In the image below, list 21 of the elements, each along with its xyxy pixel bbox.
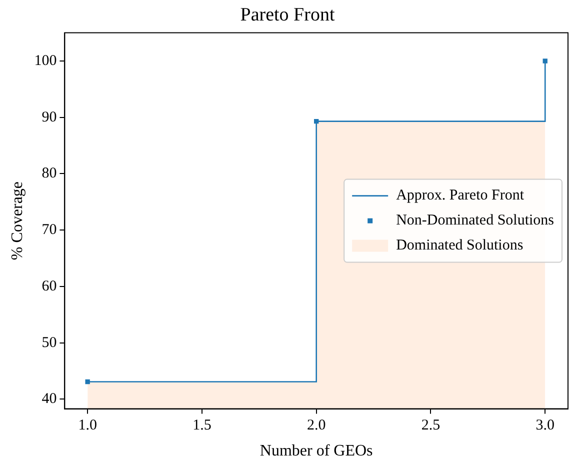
x-axis-title: Number of GEOs <box>260 442 373 460</box>
y-tick-label: 90 <box>42 109 57 126</box>
point <box>542 58 548 64</box>
y-axis-title: % Coverage <box>8 181 26 260</box>
x-tick-label: 2.0 <box>306 418 326 434</box>
chart-title: Pareto Front <box>240 4 336 26</box>
legend-label: Dominated Solutions <box>396 238 524 254</box>
legend-label: Approx. Pareto Front <box>396 188 525 204</box>
y-tick-label: 100 <box>34 52 57 69</box>
point <box>314 118 319 124</box>
legend-label: Non-Dominated Solutions <box>396 212 554 229</box>
point <box>85 379 90 384</box>
x-tick-label: 3.0 <box>536 418 554 434</box>
y-tick-label: 50 <box>42 334 57 351</box>
x-tick-label: 1.0 <box>78 418 97 434</box>
x-tick-label: 2.5 <box>421 418 440 434</box>
y-tick-label: 70 <box>42 222 57 238</box>
x-tick-label: 1.5 <box>192 418 212 434</box>
y-tick-label: 60 <box>42 278 57 294</box>
y-tick-label: 40 <box>42 391 57 408</box>
y-tick-label: 80 <box>42 166 57 182</box>
